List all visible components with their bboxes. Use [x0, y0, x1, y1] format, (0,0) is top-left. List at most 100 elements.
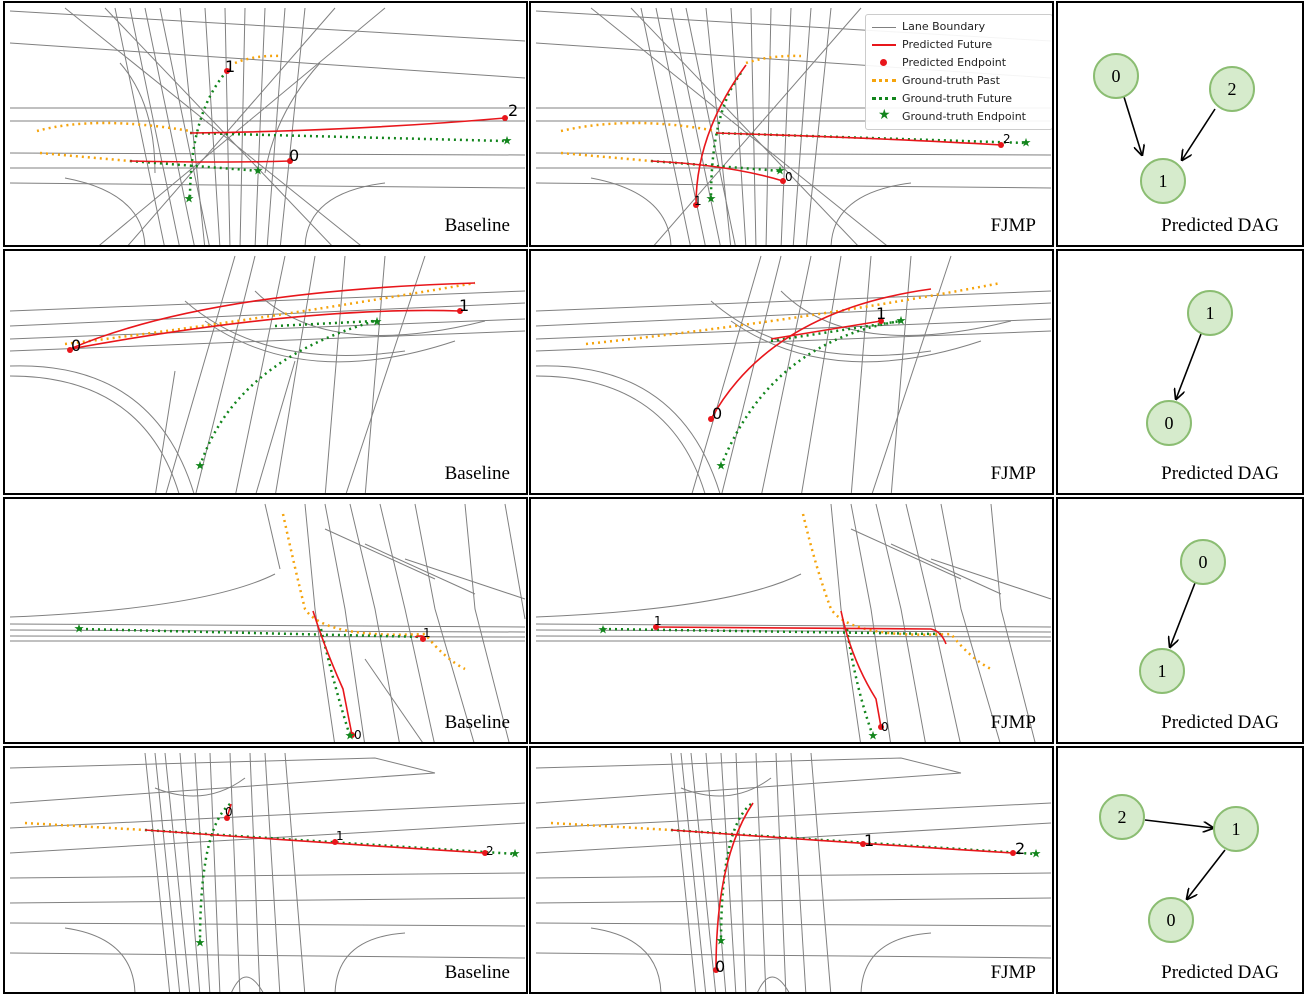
dag-node — [1187, 290, 1233, 336]
svg-text:★: ★ — [502, 134, 513, 148]
dag-node — [1148, 897, 1194, 943]
legend-gt-past: Ground-truth Past — [902, 74, 1000, 87]
lane-boundaries — [9, 7, 526, 245]
green-dot-swatch — [872, 93, 896, 105]
row4-baseline-panel: ★ ★ 2 1 0 Baseline — [3, 746, 528, 994]
row2-fjmp-panel: ★ ★ 0 1 FJMP — [529, 249, 1054, 495]
dag-node — [1209, 66, 1255, 112]
agent-label: 2 — [1015, 839, 1025, 858]
method-label: FJMP — [990, 962, 1036, 983]
svg-text:★: ★ — [896, 314, 907, 328]
agent-label: 1 — [423, 626, 431, 640]
agent-label: 1 — [654, 614, 662, 628]
svg-text:★: ★ — [1021, 136, 1032, 150]
dag-node-label: 0 — [1165, 413, 1174, 433]
row2-dag-panel: 1 0 Predicted DAG — [1056, 249, 1304, 495]
svg-text:★: ★ — [345, 729, 356, 743]
row1-baseline-scene: ★ ★ ★ 2 0 1 — [9, 7, 526, 245]
dag-node — [1213, 806, 1259, 852]
dag-node — [1099, 794, 1145, 840]
svg-text:★: ★ — [195, 936, 206, 950]
svg-text:★: ★ — [716, 934, 727, 948]
legend: Lane Boundary Predicted Future Predicted… — [865, 14, 1052, 130]
orange-dot-swatch — [872, 75, 896, 87]
dag-node — [1146, 400, 1192, 446]
legend-lane-boundary: Lane Boundary — [902, 20, 986, 33]
row3-baseline-panel: ★ ★ 0 1 Baseline — [3, 497, 528, 744]
method-label: FJMP — [990, 215, 1036, 236]
row3-dag: 0 1 — [1139, 539, 1226, 694]
legend-predicted-future: Predicted Future — [902, 38, 993, 51]
dag-node — [1140, 158, 1186, 204]
agent-label: 0 — [785, 170, 793, 184]
legend-gt-future: Ground-truth Future — [902, 92, 1013, 105]
svg-text:★: ★ — [74, 622, 85, 636]
row2-fjmp-scene: ★ ★ 0 1 — [535, 255, 1052, 493]
svg-text:★: ★ — [195, 459, 206, 473]
method-label: FJMP — [990, 463, 1036, 484]
dag-node — [1093, 53, 1139, 99]
agent-label: 1 — [864, 831, 874, 850]
lane-line-swatch — [872, 21, 896, 33]
row3-fjmp-scene: ★ ★ 1 0 — [535, 503, 1052, 743]
agent-label: 0 — [715, 957, 725, 976]
svg-text:★: ★ — [253, 164, 264, 178]
agent-label: 1 — [694, 194, 702, 208]
dag-node-label: 1 — [1159, 171, 1168, 191]
dag-node-label: 2 — [1228, 79, 1237, 99]
row1-fjmp-panel: ★ ★ ★ 2 0 1 Lane Boundary Predicted Futu… — [529, 1, 1054, 247]
row4-fjmp-scene: ★ ★ 2 1 0 — [535, 752, 1052, 992]
agent-label: 1 — [336, 829, 344, 843]
row4-dag: 2 1 0 — [1099, 794, 1259, 943]
svg-text:★: ★ — [868, 729, 879, 743]
svg-text:★: ★ — [372, 315, 383, 329]
dag-label: Predicted DAG — [1161, 463, 1279, 484]
legend-gt-endpoint: Ground-truth Endpoint — [902, 110, 1026, 123]
dag-node-label: 2 — [1118, 807, 1127, 827]
row3-dag-panel: 0 1 Predicted DAG — [1056, 497, 1304, 744]
row4-dag-panel: 2 1 0 Predicted DAG — [1056, 746, 1304, 994]
row4-fjmp-panel: ★ ★ 2 1 0 FJMP — [529, 746, 1054, 994]
dag-label: Predicted DAG — [1161, 962, 1279, 983]
agent-label: 0 — [71, 336, 81, 355]
dag-node — [1180, 539, 1226, 585]
svg-text:★: ★ — [716, 459, 727, 473]
dag-node-label: 1 — [1232, 819, 1241, 839]
row3-fjmp-panel: ★ ★ 1 0 FJMP — [529, 497, 1054, 744]
agent-label: 0 — [289, 146, 299, 165]
agent-label: 0 — [881, 720, 889, 734]
method-label: Baseline — [444, 463, 510, 484]
dag-node-label: 0 — [1199, 552, 1208, 572]
dag-label: Predicted DAG — [1161, 712, 1279, 733]
method-label: Baseline — [444, 962, 510, 983]
row3-baseline-scene: ★ ★ 0 1 — [9, 503, 526, 743]
dag-node — [1139, 648, 1185, 694]
red-dot-swatch — [872, 57, 896, 69]
row1-baseline-panel: ★ ★ ★ 2 0 1 Baseline — [3, 1, 528, 247]
agent-label: 1 — [876, 304, 886, 323]
dag-node-label: 1 — [1206, 303, 1215, 323]
green-star-swatch: ★ — [878, 106, 891, 123]
row4-baseline-scene: ★ ★ 2 1 0 — [9, 752, 526, 992]
method-label: FJMP — [990, 712, 1036, 733]
agent-label: 0 — [354, 728, 362, 742]
agent-label: 0 — [225, 805, 233, 819]
row2-baseline-panel: ★ ★ 0 1 Baseline — [3, 249, 528, 495]
agent-label: 2 — [508, 101, 518, 120]
agent-label: 1 — [459, 296, 469, 315]
row2-dag: 1 0 — [1146, 290, 1233, 446]
legend-predicted-endpoint: Predicted Endpoint — [902, 56, 1007, 69]
row1-fjmp-scene: ★ ★ ★ 2 0 1 — [535, 7, 1052, 245]
row1-dag: 0 2 1 — [1093, 53, 1255, 204]
agent-label: 2 — [486, 844, 494, 858]
method-label: Baseline — [444, 712, 510, 733]
agent-label: 2 — [1003, 132, 1011, 146]
row2-baseline-scene: ★ ★ 0 1 — [9, 255, 526, 493]
svg-text:★: ★ — [1031, 847, 1042, 861]
red-line-swatch — [872, 39, 896, 51]
agent-label: 1 — [225, 57, 235, 76]
svg-text:★: ★ — [775, 164, 786, 178]
method-label: Baseline — [444, 215, 510, 236]
row1-dag-panel: 0 2 1 Predicted DAG — [1056, 1, 1304, 247]
svg-text:★: ★ — [184, 192, 195, 206]
